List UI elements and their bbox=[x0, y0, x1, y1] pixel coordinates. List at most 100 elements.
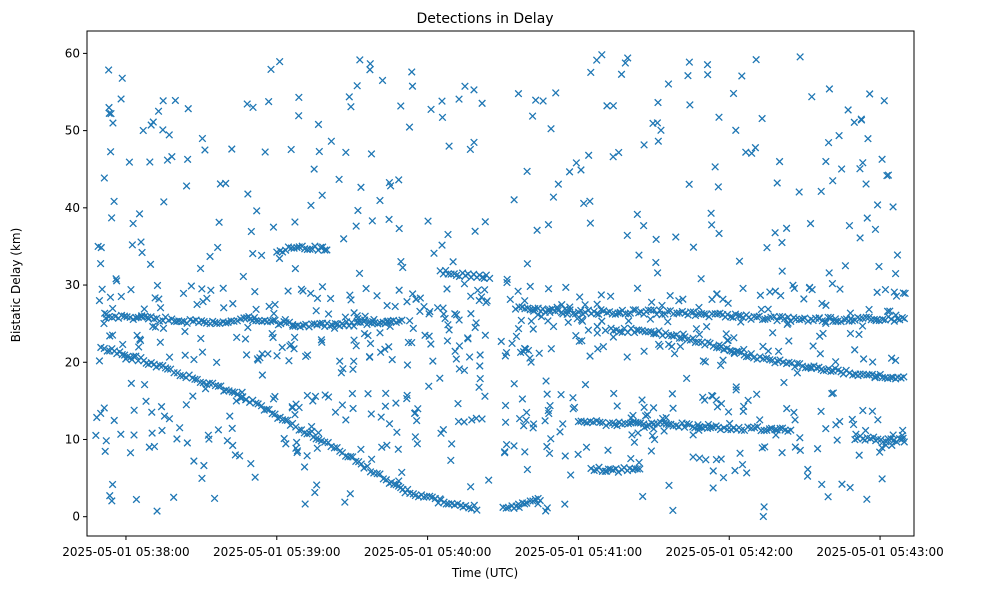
detection-point bbox=[360, 329, 369, 338]
detection-point bbox=[892, 292, 901, 300]
detection-point bbox=[207, 286, 215, 294]
detection-point bbox=[394, 176, 403, 184]
detection-point bbox=[526, 497, 534, 505]
detection-point bbox=[792, 315, 800, 324]
detection-point bbox=[764, 305, 772, 313]
detection-point bbox=[365, 353, 374, 361]
detection-point bbox=[893, 315, 902, 323]
detection-point bbox=[775, 157, 784, 166]
detection-point bbox=[726, 313, 735, 321]
detection-point bbox=[373, 292, 381, 300]
detection-point bbox=[738, 72, 746, 80]
detection-point bbox=[714, 183, 723, 191]
detection-point bbox=[447, 440, 456, 448]
detection-point bbox=[537, 312, 546, 321]
detection-point bbox=[520, 296, 529, 305]
detection-point bbox=[757, 305, 766, 314]
detection-point bbox=[198, 285, 206, 293]
detection-point bbox=[341, 313, 350, 321]
detection-point bbox=[730, 349, 739, 358]
detection-point bbox=[449, 258, 457, 266]
detection-point bbox=[796, 53, 804, 61]
detection-point bbox=[324, 393, 333, 401]
detection-point bbox=[100, 309, 109, 317]
detection-point bbox=[367, 455, 376, 464]
detection-point bbox=[303, 430, 311, 438]
detection-point bbox=[127, 285, 135, 294]
detection-point bbox=[339, 235, 348, 243]
detection-point bbox=[212, 358, 221, 367]
detection-point bbox=[451, 347, 459, 356]
detection-point bbox=[775, 312, 784, 321]
detection-point bbox=[241, 335, 250, 343]
detection-point bbox=[514, 89, 523, 98]
detection-point bbox=[100, 319, 108, 328]
detection-point bbox=[229, 299, 237, 308]
detection-point bbox=[394, 477, 403, 485]
detection-point bbox=[156, 303, 165, 312]
detection-point bbox=[518, 395, 527, 403]
detection-point bbox=[647, 447, 656, 455]
detection-point bbox=[454, 399, 462, 408]
detection-point bbox=[884, 171, 893, 179]
detection-point bbox=[107, 109, 115, 118]
detection-point bbox=[112, 277, 121, 285]
detection-point bbox=[278, 343, 287, 352]
detection-point bbox=[120, 312, 129, 320]
detection-point bbox=[228, 145, 236, 153]
detection-point bbox=[878, 475, 886, 483]
detection-point bbox=[759, 342, 767, 351]
detection-point bbox=[747, 149, 756, 158]
detection-point bbox=[636, 465, 644, 473]
detection-point bbox=[654, 137, 663, 145]
detection-point bbox=[265, 302, 273, 311]
detection-point bbox=[231, 451, 240, 459]
detection-point bbox=[100, 174, 109, 182]
detection-point bbox=[397, 102, 405, 110]
detection-point bbox=[310, 165, 318, 173]
detection-point bbox=[291, 264, 300, 273]
detection-point bbox=[614, 148, 623, 157]
detection-point bbox=[96, 409, 105, 418]
detection-point bbox=[312, 306, 320, 315]
detection-point bbox=[117, 430, 125, 439]
detection-point bbox=[125, 158, 134, 166]
detection-point bbox=[318, 338, 326, 347]
axes-frame bbox=[86, 30, 915, 537]
detection-point bbox=[361, 312, 369, 320]
detection-point bbox=[660, 419, 668, 427]
detection-point bbox=[303, 451, 311, 460]
detection-point bbox=[557, 390, 565, 399]
detection-point bbox=[751, 143, 760, 152]
detection-point bbox=[804, 465, 812, 474]
detection-point bbox=[321, 246, 329, 254]
detection-point bbox=[668, 390, 677, 398]
detection-point bbox=[444, 230, 452, 239]
detection-point bbox=[616, 309, 624, 317]
detection-point bbox=[95, 357, 104, 365]
detection-point bbox=[766, 356, 774, 364]
detection-point bbox=[609, 333, 618, 341]
detection-point bbox=[565, 303, 574, 311]
detection-point bbox=[142, 397, 150, 406]
detection-point bbox=[173, 435, 181, 443]
detection-point bbox=[747, 349, 756, 358]
detection-point bbox=[395, 224, 403, 233]
detection-point bbox=[165, 353, 174, 361]
detection-point bbox=[593, 300, 601, 309]
detection-point bbox=[557, 300, 566, 309]
detection-point bbox=[169, 493, 178, 502]
detection-point bbox=[841, 261, 850, 270]
detection-point bbox=[884, 434, 892, 443]
detection-point bbox=[573, 314, 582, 323]
detection-point bbox=[500, 448, 509, 457]
detection-point bbox=[92, 431, 100, 440]
detection-point bbox=[112, 275, 120, 283]
detection-point bbox=[355, 269, 364, 278]
detection-point bbox=[803, 472, 812, 480]
detection-point bbox=[840, 315, 849, 324]
detection-point bbox=[822, 424, 830, 433]
detection-point bbox=[425, 310, 433, 318]
detection-point bbox=[175, 424, 184, 432]
detection-point bbox=[283, 416, 292, 425]
